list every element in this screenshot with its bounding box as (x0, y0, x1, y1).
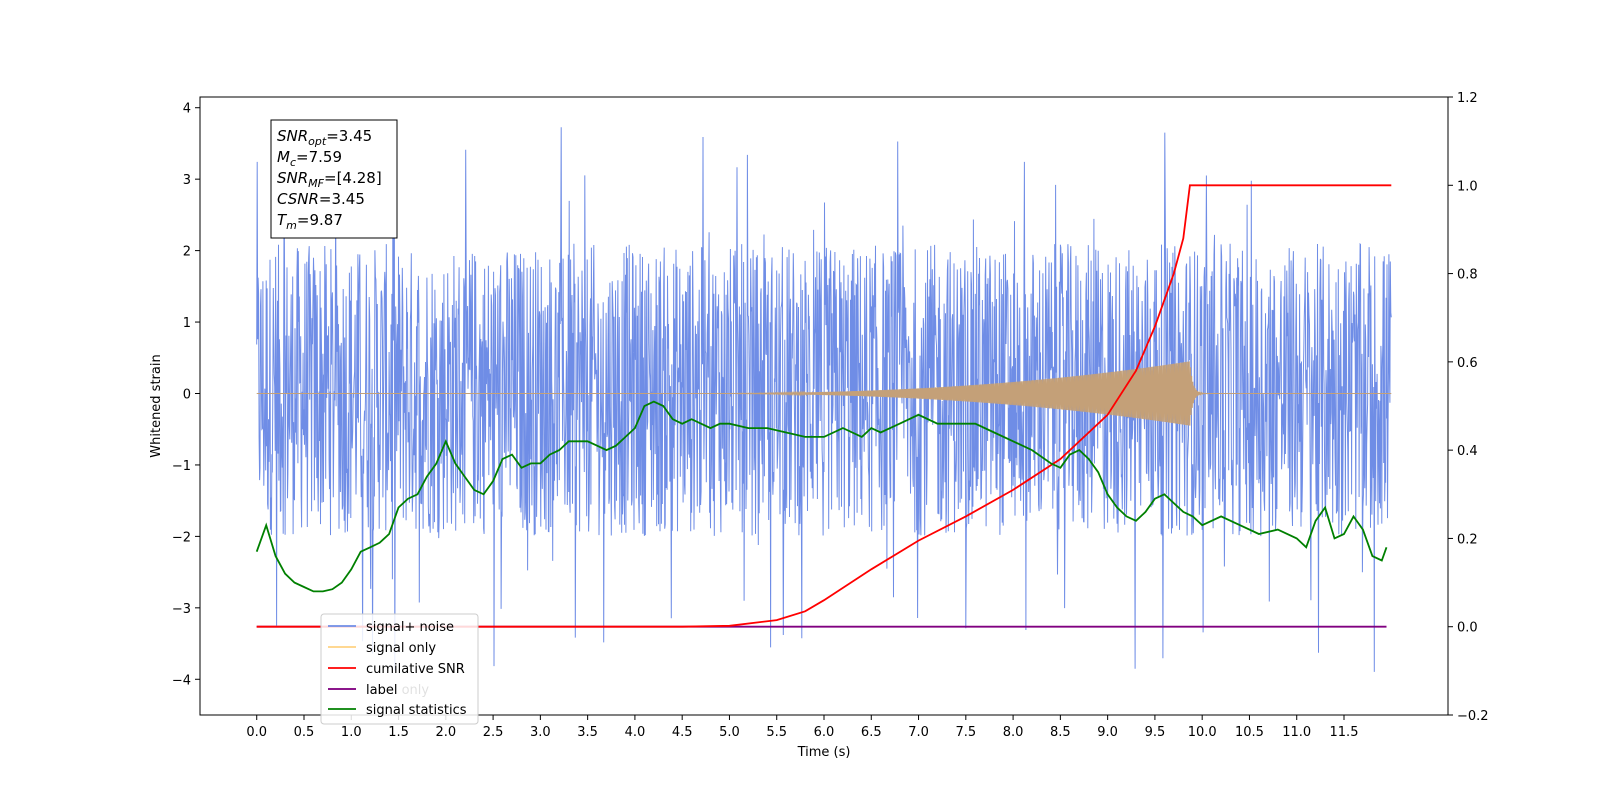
x-tick-label: 3.0 (530, 725, 551, 740)
y-tick-label: −1 (172, 459, 191, 474)
legend-label: signal only (366, 641, 436, 656)
y-axis-label: Whitened strain (149, 354, 164, 457)
x-tick-label: 9.0 (1097, 725, 1118, 740)
x-tick-label: 8.5 (1050, 725, 1071, 740)
x-tick-label: 0.5 (294, 725, 315, 740)
signal-statistics-series (255, 400, 1388, 593)
x-tick-label: 11.0 (1282, 725, 1311, 740)
y2-tick-label: 0.2 (1457, 532, 1478, 547)
y2-axis-ticks: 1.2 1.0 0.8 0.6 0.4 0.2 0.0 −0.2 (1448, 91, 1489, 724)
y2-tick-label: 0.6 (1457, 356, 1478, 371)
x-tick-label: 4.0 (625, 725, 646, 740)
y2-tick-label: 0.4 (1457, 444, 1478, 459)
y2-tick-label: 0.8 (1457, 268, 1478, 283)
legend-label: label (366, 683, 397, 698)
signal-noise-line (256, 127, 1392, 672)
y2-tick-label: 0.0 (1457, 621, 1478, 636)
y-tick-label: 2 (183, 245, 191, 260)
cumulative-snr-line (256, 184, 1392, 628)
x-tick-label: 7.0 (908, 725, 929, 740)
y-tick-label: 0 (183, 387, 191, 402)
x-tick-label: 2.5 (483, 725, 504, 740)
info-box-line: Tm=9.87 (277, 211, 343, 232)
x-axis-label: Time (s) (797, 745, 851, 760)
legend-label: signal statistics (366, 703, 467, 718)
info-box-line: CSNR=3.45 (277, 190, 365, 208)
info-box-frame (270, 119, 398, 239)
x-tick-label: 10.0 (1188, 725, 1217, 740)
x-tick-label: 1.5 (388, 725, 409, 740)
signal-noise-series (256, 127, 1392, 672)
y-tick-label: 3 (183, 173, 191, 188)
legend-frame (320, 613, 479, 725)
x-tick-label: 5.5 (766, 725, 787, 740)
y-tick-label: 1 (183, 316, 191, 331)
x-tick-label: 0.0 (246, 725, 267, 740)
legend-label: signal+ noise (366, 620, 454, 635)
x-tick-label: 10.5 (1235, 725, 1264, 740)
x-tick-label: 6.5 (861, 725, 882, 740)
legend-label: label only (366, 683, 429, 698)
info-box-line: SNRMF=[4.28] (277, 169, 382, 190)
x-tick-label: 9.5 (1145, 725, 1166, 740)
signal-only-line (256, 361, 1392, 426)
y-tick-label: −3 (172, 602, 191, 617)
info-box-line: SNRopt=3.45 (277, 127, 372, 148)
info-box-line: Mc=7.59 (277, 148, 342, 169)
x-tick-label: 4.5 (672, 725, 693, 740)
x-tick-label: 11.5 (1330, 725, 1359, 740)
y-tick-label: −2 (172, 530, 191, 545)
y-tick-label: 4 (183, 102, 191, 117)
y2-tick-label: 1.2 (1457, 91, 1478, 106)
x-tick-label: 2.0 (435, 725, 456, 740)
x-tick-label: 1.0 (341, 725, 362, 740)
legend: signal+ noise signal only cumilative SNR la… (320, 613, 479, 725)
x-tick-label: 7.5 (955, 725, 976, 740)
cumulative-snr-series (256, 184, 1392, 628)
x-tick-label: 5.0 (719, 725, 740, 740)
y-tick-label: −4 (172, 673, 191, 688)
y-axis-ticks: 4 3 2 1 0 −1 −2 −3 −4 (172, 102, 200, 688)
signal-statistics-line (255, 400, 1388, 593)
legend-label: cumilative SNR (366, 662, 465, 677)
x-tick-label: 8.0 (1003, 725, 1024, 740)
signal-only-series (256, 361, 1392, 426)
x-tick-label: 3.5 (577, 725, 598, 740)
x-axis-ticks: 0.0 0.5 1.0 1.5 2.0 2.5 3.0 3.5 4.0 4.5 5.0 5.5 6.0 6… (246, 715, 1358, 740)
y2-tick-label: 1.0 (1457, 179, 1478, 194)
x-tick-label: 6.0 (814, 725, 835, 740)
y2-tick-label: −0.2 (1457, 709, 1489, 724)
